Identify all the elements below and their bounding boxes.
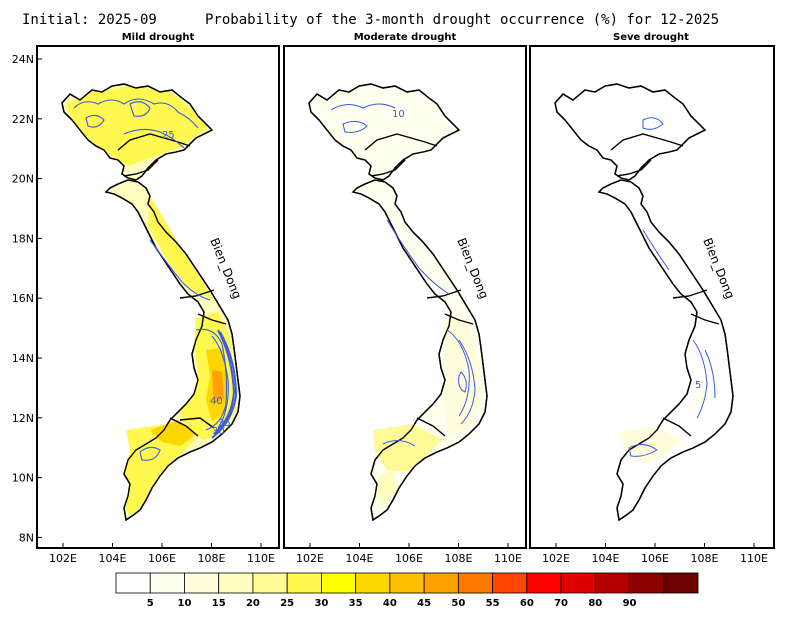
colorbar: 5 10 15 20 25 30 35 40 45 50 55 60 70 80 90: [115, 572, 699, 609]
lon-tick-label: 108E: [198, 552, 226, 565]
lat-tick-label: 18N: [12, 232, 34, 245]
lon-tick-label: 102E: [296, 552, 324, 565]
colorbar-label: 15: [212, 598, 226, 609]
colorbar-label: 25: [280, 598, 294, 609]
colorbar-label: 30: [314, 598, 328, 609]
lat-tick-label: 8N: [19, 531, 34, 544]
contour-label-5: 5: [695, 380, 701, 391]
panel-title-moderate: Moderate drought: [354, 32, 457, 43]
colorbar-label: 40: [383, 598, 397, 609]
contour-label-10: 10: [392, 109, 405, 120]
colorbar-swatch: [457, 572, 493, 594]
colorbar-swatch: [252, 572, 288, 594]
lon-tick-label: 110E: [494, 552, 522, 565]
colorbar-swatch: [321, 572, 357, 594]
colorbar-swatch: [629, 572, 665, 594]
colorbar-swatch: [423, 572, 459, 594]
colorbar-swatch: [663, 572, 699, 594]
contour-label-25: 25: [162, 130, 175, 141]
colorbar-label: 20: [246, 598, 260, 609]
contour-label-30: 30: [212, 426, 225, 437]
lon-tick-label: 104E: [592, 552, 620, 565]
latitude-axis: 24N 22N 20N 18N 16N 14N 12N 10N 8N: [12, 53, 42, 544]
colorbar-swatch: [560, 572, 596, 594]
lon-tick-label: 110E: [740, 552, 768, 565]
lat-tick-label: 20N: [12, 173, 34, 186]
colorbar-label: 5: [147, 598, 154, 609]
colorbar-swatch: [492, 572, 528, 594]
colorbar-swatch: [218, 572, 254, 594]
colorbar-label: 10: [178, 598, 192, 609]
contour-label-35: 35: [218, 418, 231, 429]
lon-tick-label: 106E: [641, 552, 669, 565]
panel-mild-drought: Mild drought: [36, 32, 280, 549]
panel-moderate-drought: Moderate drought Bien_Dong 10: [283, 32, 527, 549]
colorbar-swatch: [594, 572, 630, 594]
colorbar-label: 90: [623, 598, 637, 609]
vietnam-shape-severe: [554, 83, 734, 521]
contour-label-40: 40: [210, 396, 223, 407]
lon-tick-label: 104E: [99, 552, 127, 565]
lat-tick-label: 24N: [12, 53, 34, 66]
colorbar-label: 35: [349, 598, 363, 609]
colorbar-label: 45: [417, 598, 431, 609]
lon-tick-label: 108E: [445, 552, 473, 565]
lon-tick-label: 104E: [346, 552, 374, 565]
lat-tick-label: 14N: [12, 352, 34, 365]
panel-title-mild: Mild drought: [122, 32, 195, 43]
figure-title: Probability of the 3-month drought occur…: [205, 12, 719, 28]
colorbar-label: 80: [588, 598, 602, 609]
longitude-axis: 102E 104E 106E 108E 110E 102E 104E 106E 108E 110E…: [49, 543, 768, 565]
lon-tick-label: 106E: [148, 552, 176, 565]
colorbar-label: 50: [451, 598, 465, 609]
lon-tick-label: 102E: [542, 552, 570, 565]
lon-tick-label: 110E: [247, 552, 275, 565]
colorbar-swatch: [526, 572, 562, 594]
colorbar-swatch: [149, 572, 185, 594]
colorbar-swatch: [389, 572, 425, 594]
initial-date-label: Initial: 2025-09: [22, 12, 157, 28]
colorbar-swatch: [355, 572, 391, 594]
lat-tick-label: 10N: [12, 472, 34, 485]
colorbar-label: 55: [486, 598, 500, 609]
lon-tick-label: 102E: [49, 552, 77, 565]
colorbar-swatch: [286, 572, 322, 594]
colorbar-swatch: [184, 572, 220, 594]
colorbar-label: 60: [520, 598, 534, 609]
lon-tick-label: 108E: [691, 552, 719, 565]
vietnam-shape-mild: [61, 83, 241, 521]
panel-title-severe: Seve drought: [613, 32, 689, 43]
lat-tick-label: 22N: [12, 113, 34, 126]
lat-tick-label: 16N: [12, 292, 34, 305]
lat-tick-label: 12N: [12, 412, 34, 425]
colorbar-swatch: [115, 572, 151, 594]
colorbar-label: 70: [554, 598, 568, 609]
panel-severe-drought: Seve drought Bien_Dong 5: [529, 32, 775, 549]
vietnam-shape-moderate: [308, 83, 488, 521]
lon-tick-label: 106E: [395, 552, 423, 565]
